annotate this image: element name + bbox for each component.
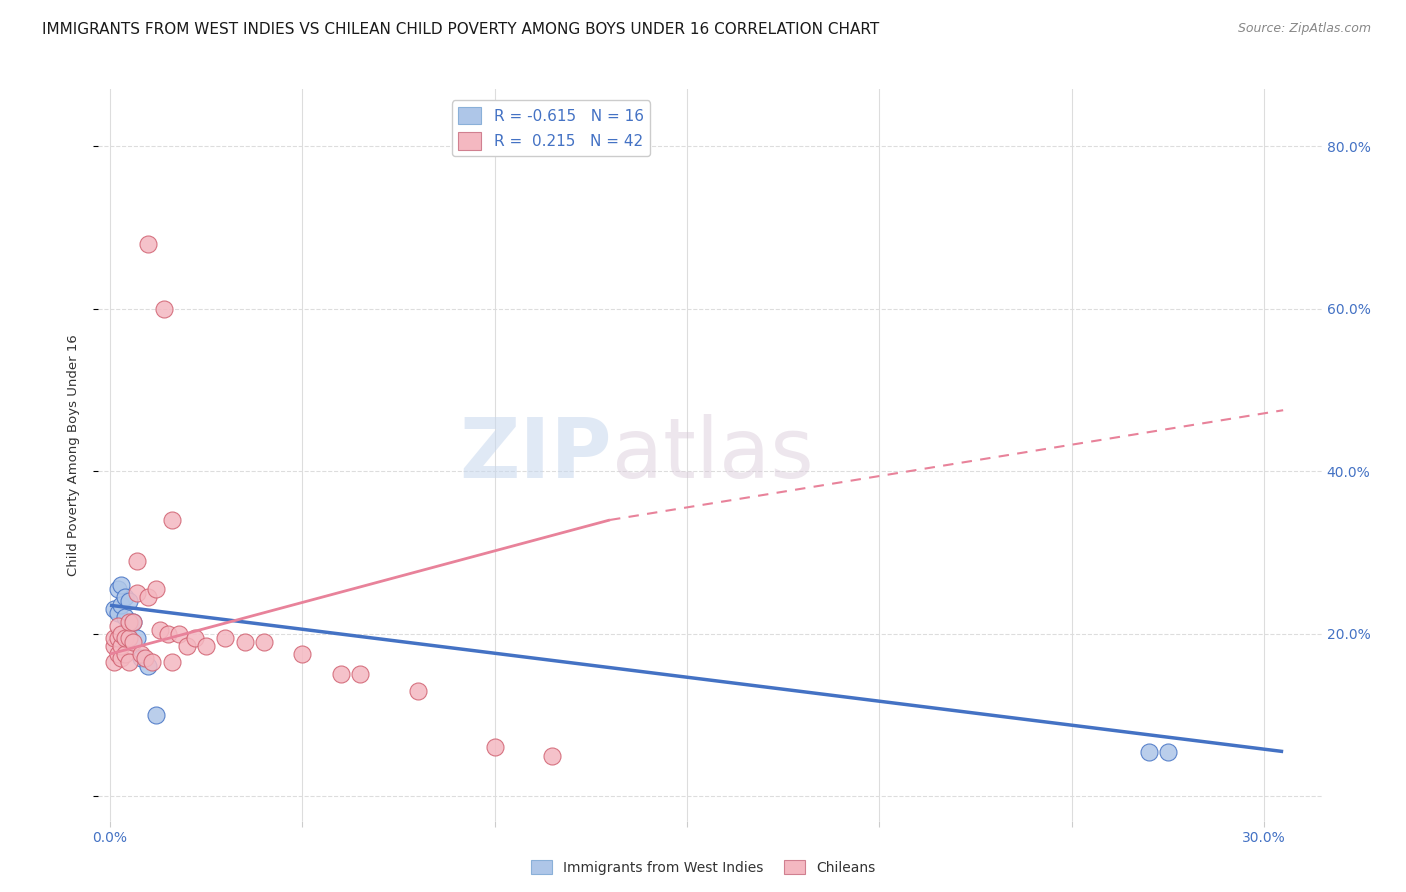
Point: [138, 659, 160, 673]
Point: [110, 639, 132, 653]
Point: [107, 607, 129, 621]
Point: [107, 631, 129, 645]
Point: [129, 651, 152, 665]
Text: ZIP: ZIP: [460, 415, 612, 495]
Point: [103, 631, 125, 645]
Point: [195, 639, 218, 653]
Point: [114, 610, 136, 624]
Point: [1137, 745, 1160, 759]
Point: [145, 582, 167, 596]
Point: [406, 683, 429, 698]
Point: [118, 615, 141, 629]
Point: [118, 631, 141, 645]
Point: [138, 590, 160, 604]
Point: [149, 623, 172, 637]
Point: [233, 635, 256, 649]
Point: [118, 618, 141, 632]
Text: IMMIGRANTS FROM WEST INDIES VS CHILEAN CHILD POVERTY AMONG BOYS UNDER 16 CORRELA: IMMIGRANTS FROM WEST INDIES VS CHILEAN C…: [42, 22, 879, 37]
Point: [291, 647, 314, 661]
Point: [118, 594, 141, 608]
Point: [110, 651, 132, 665]
Point: [107, 618, 129, 632]
Point: [160, 513, 183, 527]
Text: atlas: atlas: [612, 415, 814, 495]
Point: [134, 651, 156, 665]
Point: [110, 578, 132, 592]
Point: [125, 553, 148, 567]
Point: [214, 631, 236, 645]
Point: [484, 740, 506, 755]
Point: [153, 301, 176, 316]
Point: [541, 748, 564, 763]
Point: [107, 582, 129, 596]
Point: [122, 615, 145, 629]
Point: [103, 655, 125, 669]
Point: [349, 667, 371, 681]
Point: [122, 615, 145, 629]
Point: [1157, 745, 1180, 759]
Point: [110, 626, 132, 640]
Point: [125, 586, 148, 600]
Y-axis label: Child Poverty Among Boys Under 16: Child Poverty Among Boys Under 16: [67, 334, 80, 576]
Point: [141, 655, 163, 669]
Point: [114, 631, 136, 645]
Point: [160, 655, 183, 669]
Point: [114, 590, 136, 604]
Point: [125, 631, 148, 645]
Point: [110, 599, 132, 613]
Point: [156, 626, 179, 640]
Point: [107, 647, 129, 661]
Point: [253, 635, 276, 649]
Point: [329, 667, 352, 681]
Legend: R = -0.615   N = 16, R =  0.215   N = 42: R = -0.615 N = 16, R = 0.215 N = 42: [453, 101, 650, 155]
Point: [103, 639, 125, 653]
Legend: Immigrants from West Indies, Chileans: Immigrants from West Indies, Chileans: [526, 855, 880, 880]
Text: Source: ZipAtlas.com: Source: ZipAtlas.com: [1237, 22, 1371, 36]
Point: [183, 631, 205, 645]
Point: [138, 236, 160, 251]
Point: [145, 708, 167, 723]
Point: [114, 647, 136, 661]
Point: [167, 626, 190, 640]
Point: [176, 639, 198, 653]
Point: [129, 647, 152, 661]
Point: [118, 655, 141, 669]
Point: [122, 635, 145, 649]
Point: [103, 602, 125, 616]
